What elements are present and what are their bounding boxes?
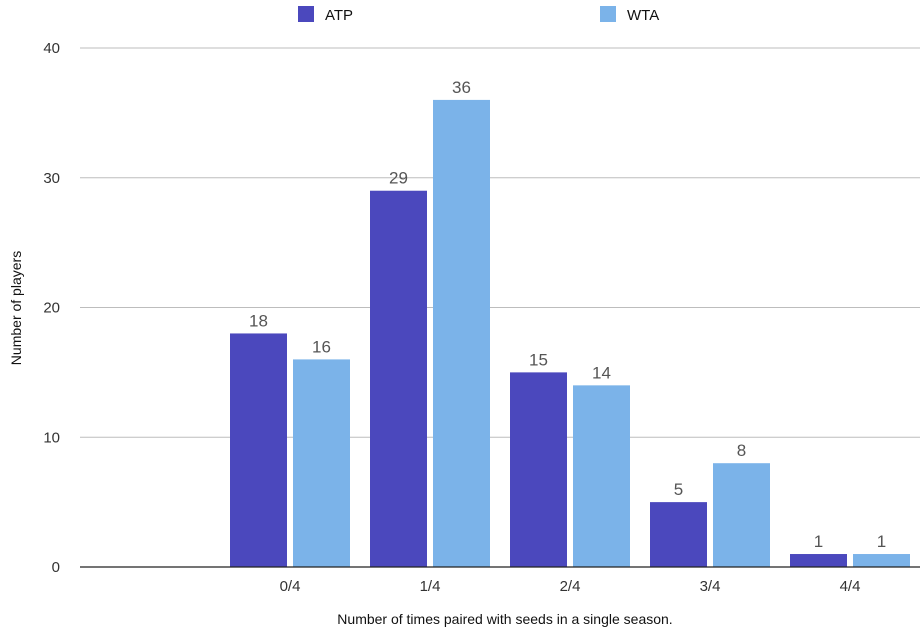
data-label: 36 (452, 78, 471, 97)
data-label: 8 (737, 441, 746, 460)
data-label: 1 (877, 532, 886, 551)
x-tick-label: 2/4 (560, 578, 581, 595)
bar-wta-1-of-4 (433, 99, 490, 568)
data-label: 14 (592, 363, 611, 382)
y-tick-label: 10 (43, 429, 60, 446)
x-axis-title: Number of times paired with seeds in a s… (337, 611, 672, 627)
bars (230, 99, 910, 568)
data-label: 5 (674, 480, 683, 499)
bar-atp-1-of-4 (370, 190, 427, 567)
bar-atp-2-of-4 (510, 372, 567, 567)
x-tick-label: 4/4 (840, 578, 861, 595)
data-label: 16 (312, 337, 331, 356)
data-label: 1 (814, 532, 823, 551)
data-label: 18 (249, 311, 268, 330)
bar-atp-4-of-4 (790, 554, 847, 567)
x-tick-label: 0/4 (280, 578, 301, 595)
x-tick-label: 1/4 (420, 578, 441, 595)
data-label: 15 (529, 350, 548, 369)
legend: ATP WTA (298, 6, 659, 24)
legend-label-wta: WTA (627, 7, 659, 24)
y-tick-label: 20 (43, 300, 60, 317)
gridlines (80, 47, 920, 438)
data-label: 29 (389, 169, 408, 188)
bar-wta-2-of-4 (573, 385, 630, 567)
bar-wta-4-of-4 (853, 554, 910, 567)
y-axis-title: Number of players (8, 251, 24, 365)
y-tick-label: 40 (43, 40, 60, 57)
bar-wta-0-of-4 (293, 359, 350, 567)
x-axis-ticks: 0/4 1/4 2/4 3/4 4/4 (280, 578, 861, 595)
x-tick-label: 3/4 (700, 578, 721, 595)
bar-atp-0-of-4 (230, 333, 287, 567)
bar-atp-3-of-4 (650, 502, 707, 567)
legend-label-atp: ATP (325, 7, 353, 24)
legend-swatch-wta (600, 6, 616, 22)
legend-swatch-atp (298, 6, 314, 22)
y-tick-label: 0 (52, 559, 60, 576)
bar-wta-3-of-4 (713, 463, 770, 567)
y-tick-label: 30 (43, 170, 60, 187)
y-axis-ticks: 0 10 20 30 40 (43, 40, 60, 576)
